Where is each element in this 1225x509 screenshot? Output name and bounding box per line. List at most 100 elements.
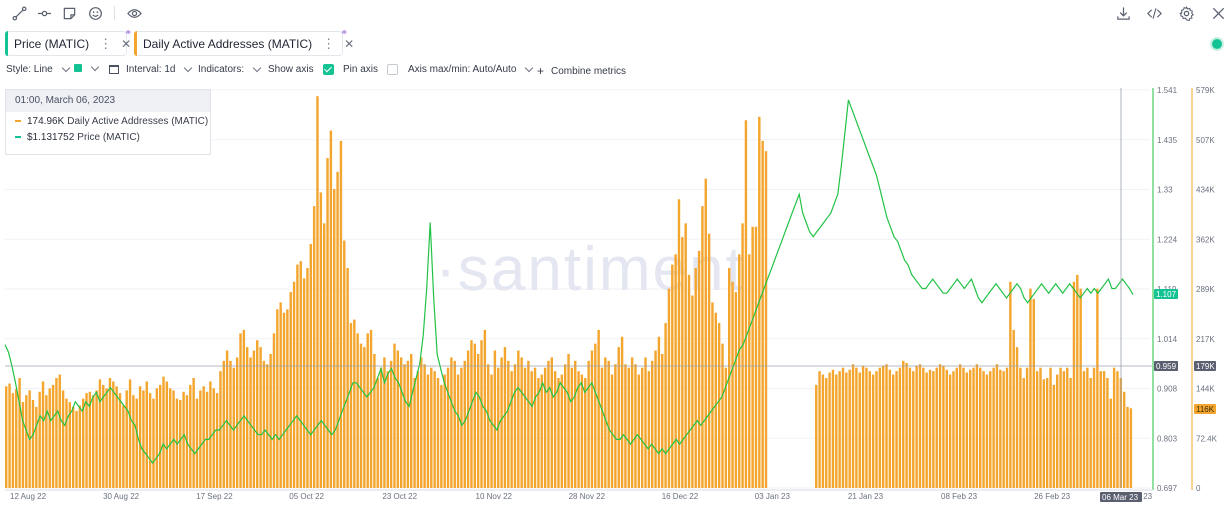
daa-bar: [1086, 367, 1089, 488]
daa-bar: [399, 357, 403, 488]
daa-bar: [379, 367, 383, 488]
daa-bar: [557, 378, 560, 488]
time-tick-label: 26 Feb 23: [1034, 492, 1071, 501]
link-icon[interactable]: ⚭: [340, 27, 348, 37]
daa-bar: [1009, 281, 1012, 488]
code-icon[interactable]: [1145, 4, 1163, 22]
time-tick-label: 17 Sep 22: [196, 492, 233, 501]
daa-current-badge-bg: [1194, 404, 1216, 414]
daa-bar: [634, 364, 637, 488]
daa-bar: [627, 367, 630, 488]
note-icon[interactable]: [60, 4, 78, 22]
daa-bar: [667, 288, 671, 488]
daa-bar: [242, 329, 246, 488]
daa-bar: [1109, 398, 1112, 488]
daa-bar: [212, 388, 215, 488]
daa-bar: [520, 357, 523, 488]
daa-bar: [420, 357, 423, 488]
close-tab-icon[interactable]: ✕: [344, 36, 355, 51]
emoji-icon[interactable]: [86, 4, 104, 22]
close-icon[interactable]: [1209, 4, 1225, 22]
daa-bar: [875, 371, 878, 488]
daa-bar: [711, 302, 714, 488]
daa-bar: [1049, 367, 1052, 488]
combine-metrics-button[interactable]: + Combine metrics: [537, 64, 626, 78]
color-selector[interactable]: [74, 62, 100, 72]
tab-label: Daily Active Addresses (MATIC): [143, 36, 313, 51]
tab-daily-active-addresses[interactable]: Daily Active Addresses (MATIC) ⋮ ✕ ⚭: [134, 27, 354, 56]
daa-bar: [1096, 288, 1099, 488]
daa-bar: [584, 378, 587, 488]
daa-bar: [651, 360, 654, 488]
daa-bar: [85, 393, 88, 488]
daa-bar: [1112, 367, 1116, 488]
price-crosshair-badge: 0.959: [1156, 362, 1177, 371]
daa-bar: [530, 371, 533, 488]
time-tick-label: 21 Jan 23: [848, 492, 884, 501]
daa-bar: [349, 323, 353, 488]
daa-bar: [41, 381, 45, 488]
line-draw-icon[interactable]: [10, 4, 28, 22]
daa-bar: [918, 364, 922, 488]
daa-bar: [115, 386, 118, 488]
daa-bar: [942, 365, 945, 488]
price-tick-label: 0.908: [1157, 385, 1178, 394]
daa-bar: [493, 350, 497, 488]
daa-bar: [11, 393, 15, 488]
close-tab-icon[interactable]: ✕: [121, 36, 132, 51]
interval-selector[interactable]: Interval: 1d: [109, 63, 193, 75]
daa-bar: [821, 374, 825, 488]
more-options-icon[interactable]: ⋮: [322, 35, 335, 51]
daa-bar: [922, 367, 925, 488]
pin-axis-toggle[interactable]: Pin axis: [343, 64, 399, 75]
more-options-icon[interactable]: ⋮: [99, 35, 112, 51]
daa-bar: [366, 333, 369, 488]
daa-bar: [704, 178, 707, 488]
daa-bar: [376, 378, 379, 488]
daa-bar: [510, 371, 513, 488]
daa-bar: [446, 367, 450, 488]
daa-bar: [225, 350, 229, 488]
daa-axis-ticks: 579K 507K 434K 362K 289K 217K 144K 72.4K 0: [1196, 86, 1218, 493]
daa-bar: [343, 240, 346, 488]
daa-bar: [142, 390, 145, 488]
show-axis-toggle[interactable]: Show axis: [268, 64, 334, 75]
daa-bar: [138, 386, 142, 488]
tab-price-matic[interactable]: Price (MATIC) ⋮ ✕ ⚭: [5, 27, 132, 56]
daa-tick-label: 434K: [1196, 186, 1215, 195]
settings-icon[interactable]: [1177, 4, 1195, 22]
daa-bar: [369, 329, 373, 488]
daa-bar: [630, 357, 634, 488]
checkbox-unchecked-icon[interactable]: [387, 64, 399, 75]
indicators-label: Indicators:: [198, 64, 245, 75]
daa-bar: [838, 371, 841, 488]
download-icon[interactable]: [1114, 4, 1132, 22]
daa-bar: [456, 374, 460, 488]
price-tick-label: 1.224: [1157, 235, 1178, 244]
daa-bar: [594, 343, 597, 488]
price-daa-chart[interactable]: ·santiment 1.5411.4351.331.2241.1191.014…: [0, 84, 1225, 509]
daa-bar: [58, 374, 61, 488]
checkbox-checked-icon[interactable]: [322, 64, 334, 75]
indicators-selector[interactable]: Indicators:: [198, 63, 262, 75]
time-tick-label: 16 Dec 22: [662, 492, 699, 501]
eye-icon[interactable]: [125, 4, 143, 22]
daa-bar: [152, 398, 155, 488]
horizontal-line-icon[interactable]: [35, 4, 53, 22]
style-selector[interactable]: Style: Line: [6, 63, 70, 75]
link-icon[interactable]: ⚭: [124, 27, 132, 37]
time-axis-ticks: 12 Aug 22 30 Aug 22 17 Sep 22 05 Oct 22 23 O…: [10, 492, 1153, 501]
axis-maxmin-selector[interactable]: Axis max/min: Auto/Auto: [408, 63, 534, 75]
price-line: [4, 99, 1134, 465]
daa-tick-label: 72.4K: [1196, 434, 1218, 443]
daa-bar: [266, 364, 269, 488]
daa-bar: [905, 362, 908, 488]
tooltip-row-daa: 174.96K Daily Active Addresses (MATIC): [6, 114, 210, 128]
daa-bar: [92, 395, 95, 488]
daa-bar: [858, 372, 861, 488]
daa-bar: [992, 367, 995, 488]
daa-bar: [640, 367, 644, 488]
daa-bar: [975, 364, 979, 488]
daa-bar: [841, 367, 845, 488]
daa-tick-label: 362K: [1196, 235, 1215, 244]
